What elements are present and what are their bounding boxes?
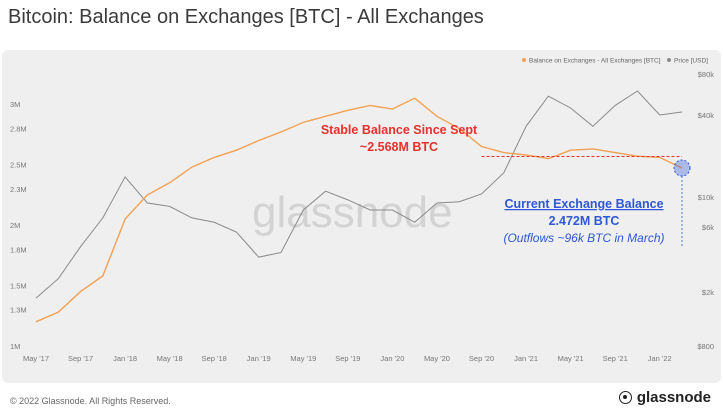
chart-panel: glassnode 1M 1.3M 1.5M 1.8M 2M 2.3M 2.5M 2.8M 3M…: [2, 50, 721, 383]
y-right-tick-0: $800: [697, 342, 714, 351]
current-balance-title: Current Exchange Balance: [504, 197, 663, 211]
balance-series-line: [35, 97, 683, 323]
legend-balance-label: Balance on Exchanges - All Exchanges [BT…: [529, 58, 661, 65]
y-left-tick-3: 1.8M: [10, 245, 27, 254]
x-tick-1: Sep '17: [68, 354, 93, 363]
y-left-tick-8: 3M: [10, 100, 20, 109]
legend-balance-dot: [522, 58, 526, 62]
y-left-tick-5: 2.3M: [10, 185, 27, 194]
legend: Balance on Exchanges - All Exchanges [BT…: [522, 58, 708, 65]
legend-price-label: Price [USD]: [674, 58, 708, 65]
chart-svg: glassnode 1M 1.3M 1.5M 1.8M 2M 2.3M 2.5M 2.8M 3M…: [10, 58, 714, 364]
x-axis: May '17 Sep '17 Jan '18 May '18 Sep '18 Jan '…: [23, 354, 672, 363]
current-balance-value: 2.472M BTC: [549, 214, 620, 228]
x-tick-3: May '18: [157, 354, 183, 363]
glassnode-logo-text: glassnode: [636, 389, 711, 406]
current-balance-marker: [673, 159, 691, 177]
x-tick-4: Sep '18: [202, 354, 227, 363]
x-tick-8: Jan '20: [380, 354, 404, 363]
y-axis-right: $800 $2k $6k $10k $40k $80k: [697, 70, 714, 351]
x-tick-6: May '19: [290, 354, 316, 363]
x-tick-7: Sep '19: [335, 354, 360, 363]
x-tick-13: Sep '21: [603, 354, 628, 363]
x-tick-2: Jan '18: [113, 354, 137, 363]
chart-title: Bitcoin: Balance on Exchanges [BTC] - Al…: [8, 6, 484, 28]
y-left-tick-1: 1.3M: [10, 306, 27, 315]
y-left-tick-4: 2M: [10, 221, 20, 230]
y-right-tick-5: $80k: [698, 70, 715, 79]
glassnode-logo: glassnode: [618, 389, 711, 406]
y-left-tick-7: 2.8M: [10, 124, 27, 133]
x-tick-11: Jan '21: [514, 354, 538, 363]
x-tick-14: Jan '22: [648, 354, 672, 363]
y-axis-left: 1M 1.3M 1.5M 1.8M 2M 2.3M 2.5M 2.8M 3M: [10, 100, 27, 351]
x-tick-0: May '17: [23, 354, 49, 363]
stable-balance-value: ~2.568M BTC: [360, 140, 438, 154]
y-left-tick-2: 1.5M: [10, 282, 27, 291]
glassnode-logo-icon: [618, 391, 632, 404]
x-tick-12: May '21: [558, 354, 584, 363]
y-left-tick-6: 2.5M: [10, 161, 27, 170]
watermark: glassnode: [252, 188, 453, 237]
y-left-tick-0: 1M: [10, 342, 20, 351]
x-tick-5: Jan '19: [247, 354, 271, 363]
copyright: © 2022 Glassnode. All Rights Reserved.: [10, 396, 171, 406]
y-right-tick-4: $40k: [698, 111, 715, 120]
legend-price-dot: [667, 58, 671, 62]
x-tick-9: May '20: [424, 354, 450, 363]
x-tick-10: Sep '20: [469, 354, 494, 363]
y-right-tick-3: $10k: [698, 193, 715, 202]
stable-balance-title: Stable Balance Since Sept: [321, 123, 478, 137]
y-right-tick-2: $6k: [702, 223, 714, 232]
current-balance-note: (Outflows ~96k BTC in March): [503, 231, 664, 245]
y-right-tick-1: $2k: [702, 288, 714, 297]
